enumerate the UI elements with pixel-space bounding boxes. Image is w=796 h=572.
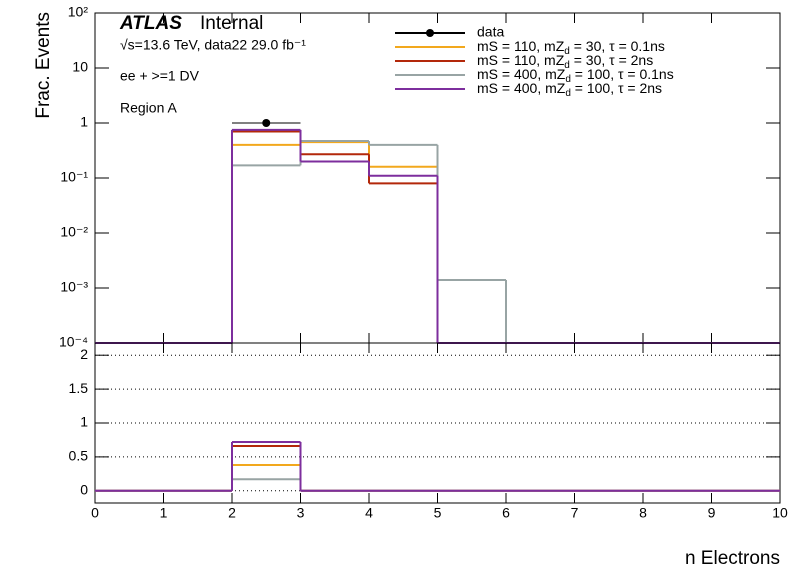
legend-label: mS = 110, mZd = 30, τ = 2ns [477, 52, 653, 71]
legend-label: mS = 400, mZd = 100, τ = 2ns [477, 80, 662, 99]
atlas-label: ATLAS [119, 13, 182, 34]
y-tick-label: 10 [72, 59, 88, 75]
legend-marker [426, 29, 434, 37]
y-axis-label: Frac. Events [33, 12, 54, 119]
x-tick-label: 7 [571, 505, 579, 521]
y-tick-label: 1 [80, 414, 88, 430]
x-tick-label: 9 [708, 505, 716, 521]
y-tick-label: 10⁻³ [60, 279, 88, 295]
x-tick-label: 5 [434, 505, 442, 521]
x-tick-label: 4 [365, 505, 373, 521]
selection-label: ee + >=1 DV [120, 68, 200, 84]
x-tick-label: 6 [502, 505, 510, 521]
x-tick-label: 10 [772, 505, 788, 521]
y-tick-label: 10⁻² [60, 224, 88, 240]
y-tick-label: 1 [80, 114, 88, 130]
y-tick-label: 10⁻⁴ [59, 334, 88, 350]
y-tick-label: 0.5 [69, 448, 89, 464]
y-tick-label: 2 [80, 346, 88, 362]
region-label: Region A [120, 100, 177, 116]
x-tick-label: 2 [228, 505, 236, 521]
legend-label: mS = 110, mZd = 30, τ = 0.1ns [477, 38, 665, 57]
y-tick-label: 1.5 [69, 380, 89, 396]
y-tick-label: 10² [68, 4, 89, 20]
legend-label: mS = 400, mZd = 100, τ = 0.1ns [477, 66, 674, 85]
y-tick-label: 10⁻¹ [60, 169, 88, 185]
energy-label: √s=13.6 TeV, data22 29.0 fb⁻¹ [120, 37, 306, 53]
x-tick-label: 8 [639, 505, 647, 521]
y-tick-label: 0 [80, 481, 88, 497]
x-tick-label: 3 [297, 505, 305, 521]
x-tick-label: 1 [160, 505, 168, 521]
x-tick-label: 0 [91, 505, 99, 521]
atlas-status: Internal [200, 13, 263, 34]
data-point [262, 119, 271, 127]
legend-label: data [477, 24, 504, 40]
x-axis-label: n Electrons [685, 548, 780, 569]
